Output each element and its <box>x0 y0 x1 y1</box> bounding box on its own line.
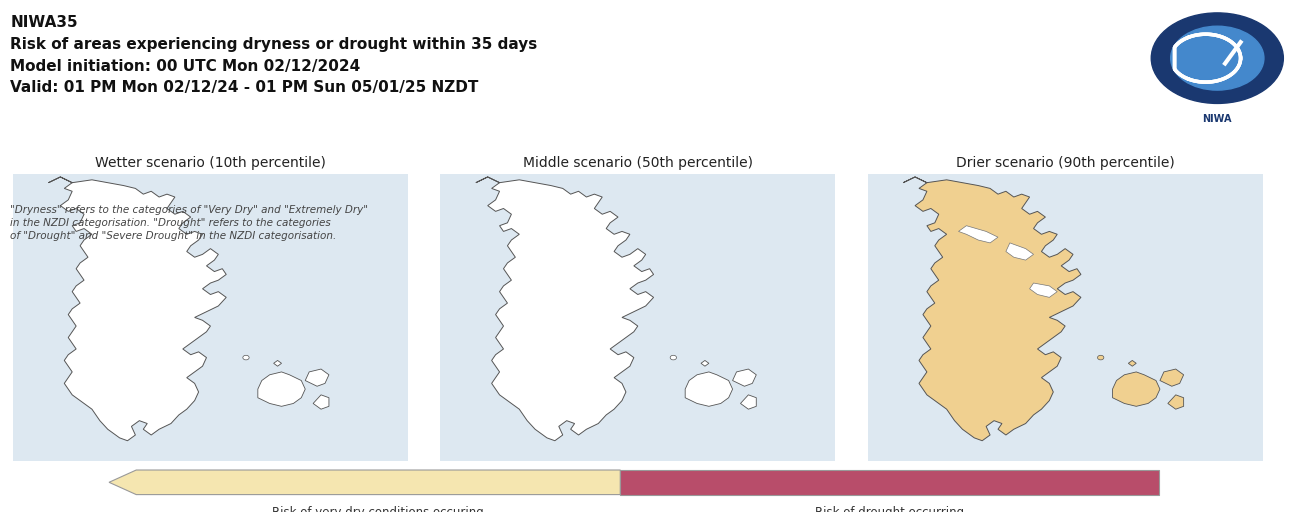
Text: NIWA35
Risk of areas experiencing dryness or drought within 35 days
Model initia: NIWA35 Risk of areas experiencing drynes… <box>10 15 537 95</box>
Polygon shape <box>701 360 708 366</box>
Title: Middle scenario (50th percentile): Middle scenario (50th percentile) <box>523 156 752 170</box>
Circle shape <box>243 355 249 360</box>
Circle shape <box>1098 355 1103 360</box>
Polygon shape <box>620 470 1159 495</box>
Title: Drier scenario (90th percentile): Drier scenario (90th percentile) <box>956 156 1175 170</box>
Polygon shape <box>1160 369 1184 386</box>
Polygon shape <box>313 395 329 409</box>
Circle shape <box>1151 13 1283 103</box>
Circle shape <box>1171 26 1264 90</box>
Text: "Dryness" refers to the categories of "Very Dry" and "Extremely Dry"
in the NZDI: "Dryness" refers to the categories of "V… <box>10 205 368 241</box>
Polygon shape <box>48 177 227 441</box>
Circle shape <box>671 355 676 360</box>
Polygon shape <box>1168 395 1184 409</box>
Polygon shape <box>685 372 733 407</box>
Polygon shape <box>1030 283 1057 297</box>
Polygon shape <box>273 360 281 366</box>
Polygon shape <box>475 177 654 441</box>
Title: Wetter scenario (10th percentile): Wetter scenario (10th percentile) <box>95 156 326 170</box>
Polygon shape <box>958 226 998 243</box>
Polygon shape <box>1006 243 1033 260</box>
Polygon shape <box>1128 360 1136 366</box>
Polygon shape <box>733 369 756 386</box>
Polygon shape <box>1112 372 1160 407</box>
Text: NIWA: NIWA <box>1203 114 1232 124</box>
Polygon shape <box>306 369 329 386</box>
Polygon shape <box>741 395 756 409</box>
Polygon shape <box>903 177 1081 441</box>
Polygon shape <box>109 470 620 495</box>
Polygon shape <box>258 372 306 407</box>
Text: Risk of very dry conditions occuring: Risk of very dry conditions occuring <box>272 506 484 512</box>
Text: Risk of drought occurring: Risk of drought occurring <box>815 506 963 512</box>
